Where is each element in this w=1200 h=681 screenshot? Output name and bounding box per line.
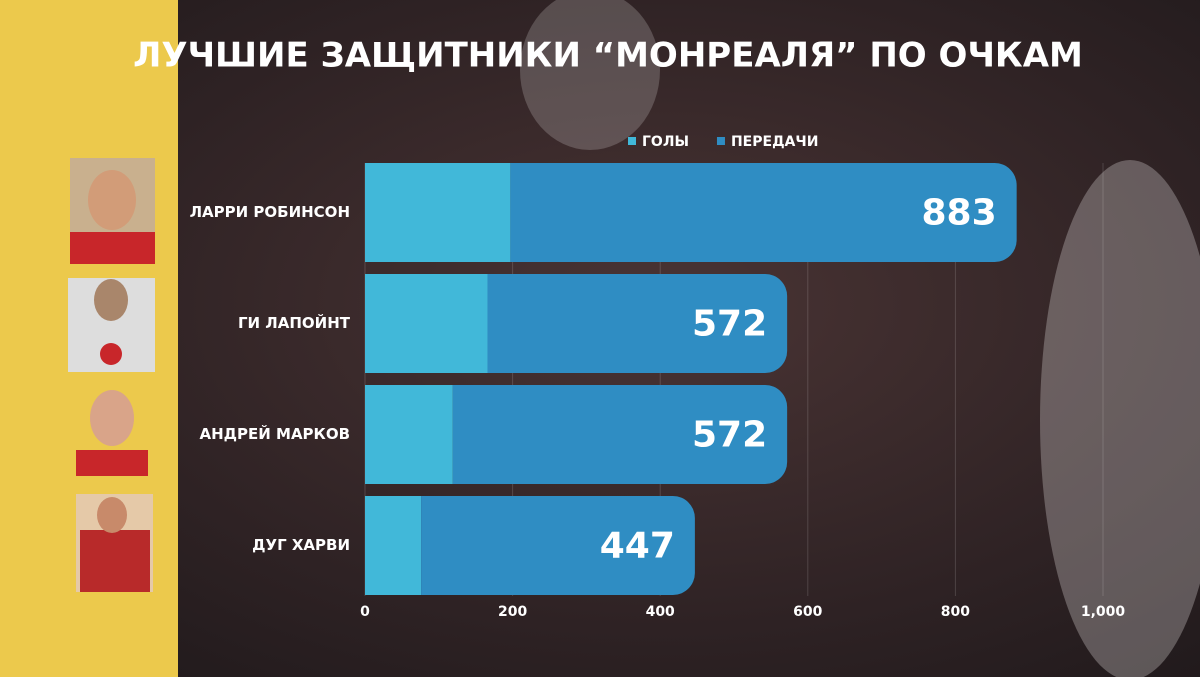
portraits xyxy=(68,158,155,592)
x-tick-label: 1,000 xyxy=(1081,604,1126,620)
x-tick-label: 600 xyxy=(793,604,822,620)
legend-label: ГОЛЫ xyxy=(642,134,689,150)
bar-segment xyxy=(421,496,695,595)
x-tick-label: 800 xyxy=(941,604,970,620)
total-label: 447 xyxy=(600,526,675,567)
portrait xyxy=(76,450,148,476)
total-label: 883 xyxy=(921,193,996,234)
total-label: 572 xyxy=(692,304,767,345)
x-tick-label: 200 xyxy=(498,604,527,620)
category-label: ДУГ ХАРВИ xyxy=(252,536,350,554)
category-label: АНДРЕЙ МАРКОВ xyxy=(199,424,350,443)
portrait xyxy=(97,497,127,533)
bar-segment xyxy=(452,385,788,484)
portrait xyxy=(100,343,122,365)
bar-segment xyxy=(510,163,1017,262)
legend-label: ПЕРЕДАЧИ xyxy=(731,134,818,150)
bar-segment xyxy=(365,385,453,484)
chart-title: ЛУЧШИЕ ЗАЩИТНИКИ “МОНРЕАЛЯ” ПО ОЧКАМ xyxy=(133,36,1083,76)
legend-swatch xyxy=(628,137,636,145)
bar-segment xyxy=(365,496,422,595)
category-label: ГИ ЛАПОЙНТ xyxy=(238,313,351,332)
total-label: 572 xyxy=(692,415,767,456)
category-label: ЛАРРИ РОБИНСОН xyxy=(190,203,350,221)
x-tick-label: 0 xyxy=(360,604,370,620)
bar-segment xyxy=(365,274,488,373)
background-figure xyxy=(1040,160,1200,680)
legend-swatch xyxy=(716,137,725,145)
x-tick-label: 400 xyxy=(646,604,675,620)
portrait xyxy=(80,530,150,592)
bar-segment xyxy=(487,274,788,373)
portrait xyxy=(88,170,136,230)
background-figure xyxy=(520,0,660,150)
portrait xyxy=(90,390,134,446)
bar-segment xyxy=(365,163,511,262)
portrait xyxy=(94,279,128,321)
portrait xyxy=(70,232,155,264)
